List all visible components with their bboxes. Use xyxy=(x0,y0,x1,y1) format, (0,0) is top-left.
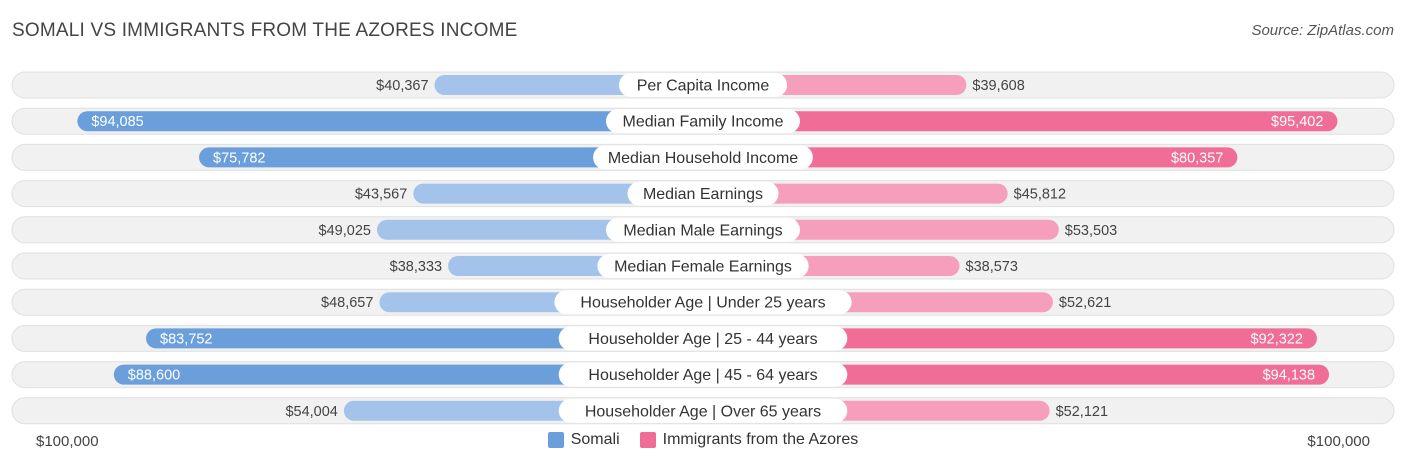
bar-azores xyxy=(703,111,1338,132)
value-label-azores: $52,121 xyxy=(1056,404,1108,420)
value-label-somali: $48,657 xyxy=(321,295,373,311)
legend-item-somali: Somali xyxy=(547,431,620,449)
legend-item-azores: Immigrants from the Azores xyxy=(639,431,859,449)
value-label-azores: $94,138 xyxy=(1263,368,1315,384)
bar-somali xyxy=(199,147,704,168)
value-label-azores: $39,608 xyxy=(972,78,1024,94)
value-label-somali: $83,752 xyxy=(160,331,212,347)
category-pill xyxy=(558,326,848,351)
category-label: Householder Age | Under 25 years xyxy=(580,295,825,312)
axis-left-label: $100,000 xyxy=(36,433,99,450)
source-label: Source: ZipAtlas.com xyxy=(1251,22,1394,39)
category-pill xyxy=(597,254,809,278)
category-label: Median Family Income xyxy=(623,114,784,131)
bar-azores xyxy=(703,328,1317,349)
category-pill xyxy=(606,217,800,242)
bar-azores xyxy=(703,364,1330,385)
value-label-azores: $95,402 xyxy=(1271,114,1323,130)
value-label-azores: $45,812 xyxy=(1014,187,1066,203)
value-label-somali: $88,600 xyxy=(128,368,180,384)
category-pill xyxy=(606,109,800,134)
value-label-somali: $38,333 xyxy=(390,259,442,275)
category-pill xyxy=(593,145,813,170)
category-pill xyxy=(554,290,852,315)
value-label-somali: $43,567 xyxy=(355,187,407,203)
category-label: Median Household Income xyxy=(608,150,798,167)
category-pill xyxy=(558,398,848,423)
value-label-azores: $53,503 xyxy=(1065,223,1117,239)
legend-label-somali: Somali xyxy=(570,431,620,448)
bar-azores xyxy=(703,147,1238,168)
value-label-azores: $80,357 xyxy=(1171,150,1223,166)
legend-label-azores: Immigrants from the Azores xyxy=(662,431,859,448)
value-label-azores: $52,621 xyxy=(1059,295,1111,311)
axis-right-label: $100,000 xyxy=(1307,433,1370,450)
category-label: Householder Age | Over 65 years xyxy=(585,403,821,420)
category-label: Median Female Earnings xyxy=(614,259,792,276)
value-label-azores: $92,322 xyxy=(1251,331,1303,347)
legend-swatch-somali xyxy=(547,432,564,448)
bar-somali xyxy=(113,364,703,385)
value-label-azores: $38,573 xyxy=(966,259,1018,275)
category-label: Median Male Earnings xyxy=(623,222,782,239)
value-label-somali: $40,367 xyxy=(376,78,428,94)
category-pill xyxy=(627,181,779,206)
category-label: Householder Age | 45 - 64 years xyxy=(588,367,817,384)
value-label-somali: $54,004 xyxy=(285,404,337,420)
category-label: Median Earnings xyxy=(643,186,763,203)
chart-title: SOMALI VS IMMIGRANTS FROM THE AZORES INC… xyxy=(12,20,518,41)
bar-azores xyxy=(703,183,1008,204)
chart-area: $40,367 $39,608 Per Capita Income $94,085 $9… xyxy=(11,71,1395,425)
legend: Somali Immigrants from the Azores xyxy=(0,431,1406,449)
category-label: Householder Age | 25 - 44 years xyxy=(588,331,817,348)
category-pill xyxy=(618,73,788,97)
value-label-somali: $94,085 xyxy=(91,114,143,130)
value-label-somali: $49,025 xyxy=(319,223,371,239)
legend-swatch-azores xyxy=(639,432,656,448)
category-pill xyxy=(558,362,848,387)
bar-somali xyxy=(77,111,704,132)
category-label: Per Capita Income xyxy=(637,78,770,95)
value-label-somali: $75,782 xyxy=(213,150,265,166)
